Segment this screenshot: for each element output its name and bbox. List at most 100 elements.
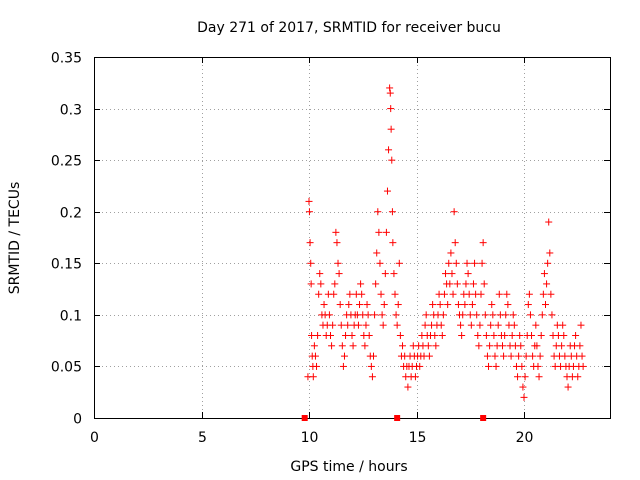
data-point	[482, 331, 490, 339]
data-point	[317, 280, 325, 288]
data-point	[473, 311, 481, 319]
data-point	[391, 290, 399, 298]
data-point	[348, 331, 356, 339]
data-point	[514, 373, 522, 381]
data-point	[490, 331, 498, 339]
data-point	[363, 301, 371, 309]
data-point	[522, 352, 530, 360]
data-point	[520, 393, 528, 401]
data-point	[425, 352, 433, 360]
data-point	[499, 342, 506, 350]
data-point	[327, 331, 334, 339]
data-point	[371, 311, 379, 319]
data-point	[452, 259, 460, 267]
data-point	[467, 321, 475, 329]
data-point	[457, 321, 465, 329]
data-point	[509, 311, 517, 319]
data-point	[468, 301, 476, 309]
data-point	[368, 373, 376, 381]
data-point	[437, 321, 445, 329]
data-point	[558, 342, 566, 350]
data-point	[388, 156, 396, 164]
data-point	[374, 208, 382, 216]
data-point	[306, 239, 314, 247]
data-point	[525, 290, 533, 298]
data-point	[364, 311, 372, 319]
data-point	[574, 373, 582, 381]
data-point	[340, 352, 348, 360]
data-point	[517, 342, 525, 350]
data-point	[449, 290, 457, 298]
data-point	[376, 259, 384, 267]
y-tick-label: 0.2	[60, 206, 82, 222]
data-point	[436, 301, 444, 309]
data-point	[394, 301, 402, 309]
data-point	[307, 280, 315, 288]
data-point	[485, 362, 493, 370]
data-point	[325, 311, 333, 319]
data-point	[346, 290, 354, 298]
data-point	[540, 270, 548, 278]
data-point	[465, 290, 473, 298]
data-point	[308, 331, 316, 339]
data-point	[345, 301, 353, 309]
data-point	[311, 352, 319, 360]
data-point	[471, 259, 479, 267]
data-point	[559, 321, 567, 329]
data-points	[304, 84, 587, 401]
data-point	[453, 280, 461, 288]
data-point	[432, 342, 440, 350]
y-tick-label: 0.25	[51, 154, 82, 170]
zero-marker	[480, 415, 487, 421]
data-point	[385, 146, 393, 154]
data-point	[508, 331, 516, 339]
data-point	[379, 321, 387, 329]
data-point	[349, 342, 357, 350]
data-point	[316, 270, 324, 278]
data-point	[357, 280, 365, 288]
data-point	[451, 239, 459, 247]
data-point	[335, 270, 343, 278]
data-point	[392, 311, 400, 319]
data-point	[462, 280, 470, 288]
data-point	[544, 259, 552, 267]
data-point	[578, 352, 586, 360]
data-point	[446, 280, 454, 288]
data-point	[536, 352, 544, 360]
data-point	[334, 259, 342, 267]
data-point	[579, 362, 587, 370]
y-tick-label: 0.35	[51, 51, 82, 67]
data-point	[344, 321, 352, 329]
data-point	[378, 311, 386, 319]
data-point	[383, 187, 391, 195]
data-point	[518, 362, 526, 370]
data-point	[500, 352, 508, 360]
data-point	[307, 259, 315, 267]
data-point	[519, 383, 527, 391]
data-point	[466, 311, 474, 319]
data-point	[389, 239, 397, 247]
data-point	[507, 352, 515, 360]
data-point	[365, 331, 373, 339]
x-tick-label: 5	[198, 430, 207, 446]
plot-frame	[94, 57, 611, 419]
data-point	[543, 280, 551, 288]
data-point	[510, 321, 518, 329]
data-point	[476, 321, 484, 329]
data-point	[481, 311, 489, 319]
data-point	[393, 321, 401, 329]
data-point	[480, 280, 488, 288]
data-point	[459, 311, 467, 319]
data-point	[502, 311, 510, 319]
x-tick-label: 10	[301, 430, 319, 446]
data-point	[429, 301, 437, 309]
data-point	[442, 270, 450, 278]
data-point	[501, 331, 509, 339]
data-point	[411, 373, 419, 381]
data-point	[404, 383, 412, 391]
data-point	[373, 249, 381, 257]
data-point	[448, 270, 456, 278]
data-point	[315, 290, 323, 298]
data-point	[396, 331, 404, 339]
